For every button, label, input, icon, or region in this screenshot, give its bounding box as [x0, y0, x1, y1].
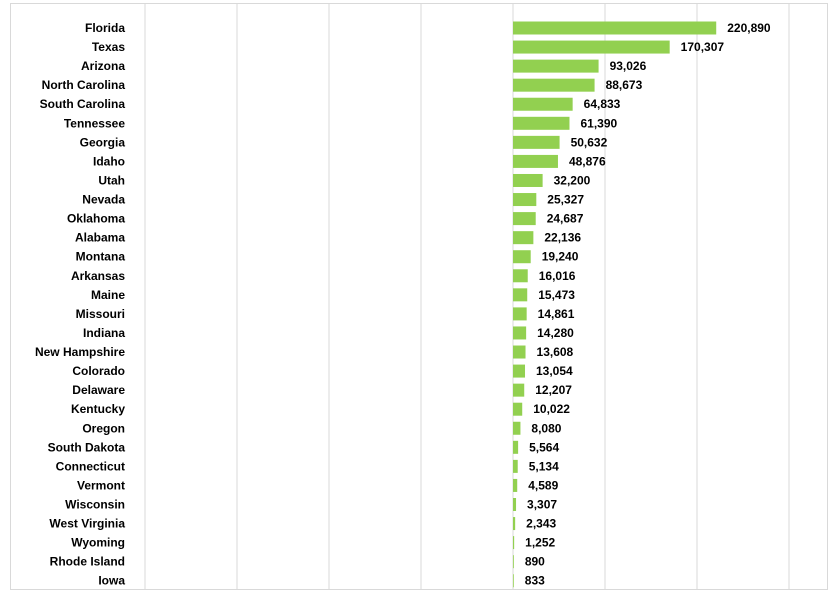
- category-label-nevada: Nevada: [82, 193, 125, 207]
- value-label-iowa: 833: [525, 574, 545, 588]
- bar-vermont: [513, 478, 518, 492]
- category-label-connecticut: Connecticut: [56, 459, 125, 473]
- category-label-arizona: Arizona: [81, 59, 125, 73]
- value-label-maine: 15,473: [538, 288, 575, 302]
- category-labels: Florida Texas Arizona North Carolina South C…: [35, 21, 125, 588]
- bar-oklahoma: [513, 212, 536, 226]
- value-label-idaho: 48,876: [569, 154, 606, 168]
- category-label-kentucky: Kentucky: [71, 402, 125, 416]
- bar-indiana: [513, 326, 527, 340]
- bar-kentucky: [513, 402, 523, 416]
- bar-maine: [513, 288, 528, 302]
- bar-north-carolina: [513, 78, 595, 92]
- category-label-missouri: Missouri: [76, 307, 125, 321]
- category-label-west-virginia: West Virginia: [49, 517, 125, 531]
- category-label-wisconsin: Wisconsin: [65, 498, 125, 512]
- value-label-florida: 220,890: [727, 21, 771, 35]
- chart-svg: Florida Texas Arizona North Carolina South C…: [35, 4, 790, 589]
- value-label-missouri: 14,861: [538, 307, 575, 321]
- category-label-new-hampshire: New Hampshire: [35, 345, 125, 359]
- category-label-rhode-island: Rhode Island: [50, 555, 125, 569]
- value-label-north-carolina: 88,673: [606, 78, 643, 92]
- gridlines: [144, 4, 790, 589]
- category-label-tennessee: Tennessee: [64, 116, 125, 130]
- value-label-arizona: 93,026: [610, 59, 647, 73]
- category-label-south-dakota: South Dakota: [48, 440, 126, 454]
- category-label-texas: Texas: [92, 40, 125, 54]
- value-label-indiana: 14,280: [537, 326, 574, 340]
- category-label-idaho: Idaho: [93, 154, 125, 168]
- bar-wyoming: [513, 536, 515, 550]
- category-label-north-carolina: North Carolina: [42, 78, 126, 92]
- value-label-south-dakota: 5,564: [529, 440, 559, 454]
- bar-iowa: [513, 574, 514, 588]
- category-label-oregon: Oregon: [82, 421, 125, 435]
- value-label-colorado: 13,054: [536, 364, 573, 378]
- bar-west-virginia: [513, 517, 516, 531]
- value-label-arkansas: 16,016: [539, 269, 576, 283]
- bar-utah: [513, 173, 543, 187]
- value-label-wyoming: 1,252: [525, 536, 555, 550]
- bar-nevada: [513, 193, 537, 207]
- bar-oregon: [513, 421, 521, 435]
- chart-frame: Florida Texas Arizona North Carolina South C…: [10, 3, 828, 590]
- bar-georgia: [513, 135, 560, 149]
- category-label-vermont: Vermont: [77, 478, 125, 492]
- category-label-maine: Maine: [91, 288, 125, 302]
- bar-arkansas: [513, 269, 528, 283]
- bar-delaware: [513, 383, 525, 397]
- bar-arizona: [513, 59, 599, 73]
- bar-tennessee: [513, 116, 570, 130]
- bar-florida: [513, 21, 717, 35]
- value-label-rhode-island: 890: [525, 555, 545, 569]
- bar-rhode-island: [513, 555, 514, 569]
- category-label-arkansas: Arkansas: [71, 269, 125, 283]
- bar-missouri: [513, 307, 527, 321]
- value-label-utah: 32,200: [554, 173, 591, 187]
- category-label-indiana: Indiana: [83, 326, 125, 340]
- bar-new-hampshire: [513, 345, 526, 359]
- category-label-iowa: Iowa: [98, 574, 125, 588]
- bar-alabama: [513, 231, 534, 245]
- value-label-oregon: 8,080: [531, 421, 561, 435]
- value-label-montana: 19,240: [542, 250, 579, 264]
- value-label-connecticut: 5,134: [529, 459, 559, 473]
- category-label-south-carolina: South Carolina: [40, 97, 126, 111]
- value-label-delaware: 12,207: [535, 383, 572, 397]
- value-label-kentucky: 10,022: [533, 402, 570, 416]
- value-label-vermont: 4,589: [528, 478, 558, 492]
- category-label-montana: Montana: [76, 250, 126, 264]
- value-label-georgia: 50,632: [571, 135, 608, 149]
- value-label-texas: 170,307: [681, 40, 725, 54]
- value-label-nevada: 25,327: [547, 193, 584, 207]
- category-label-utah: Utah: [98, 173, 125, 187]
- category-label-oklahoma: Oklahoma: [67, 212, 125, 226]
- value-label-wisconsin: 3,307: [527, 498, 557, 512]
- category-label-colorado: Colorado: [72, 364, 125, 378]
- value-label-west-virginia: 2,343: [526, 517, 556, 531]
- category-label-florida: Florida: [85, 21, 125, 35]
- bar-wisconsin: [513, 498, 517, 511]
- bar-south-carolina: [513, 97, 573, 111]
- category-label-delaware: Delaware: [72, 383, 125, 397]
- bars: [513, 21, 717, 588]
- bar-montana: [513, 250, 531, 264]
- category-label-alabama: Alabama: [75, 231, 125, 245]
- value-label-alabama: 22,136: [544, 231, 581, 245]
- value-label-tennessee: 61,390: [580, 116, 617, 130]
- category-label-georgia: Georgia: [80, 135, 126, 149]
- bar-colorado: [513, 364, 526, 378]
- value-label-new-hampshire: 13,608: [537, 345, 574, 359]
- bar-texas: [513, 40, 670, 54]
- value-label-south-carolina: 64,833: [584, 97, 621, 111]
- value-label-oklahoma: 24,687: [547, 212, 584, 226]
- bar-idaho: [513, 154, 558, 168]
- bar-south-dakota: [513, 440, 519, 454]
- category-label-wyoming: Wyoming: [71, 536, 125, 550]
- bar-connecticut: [513, 459, 518, 473]
